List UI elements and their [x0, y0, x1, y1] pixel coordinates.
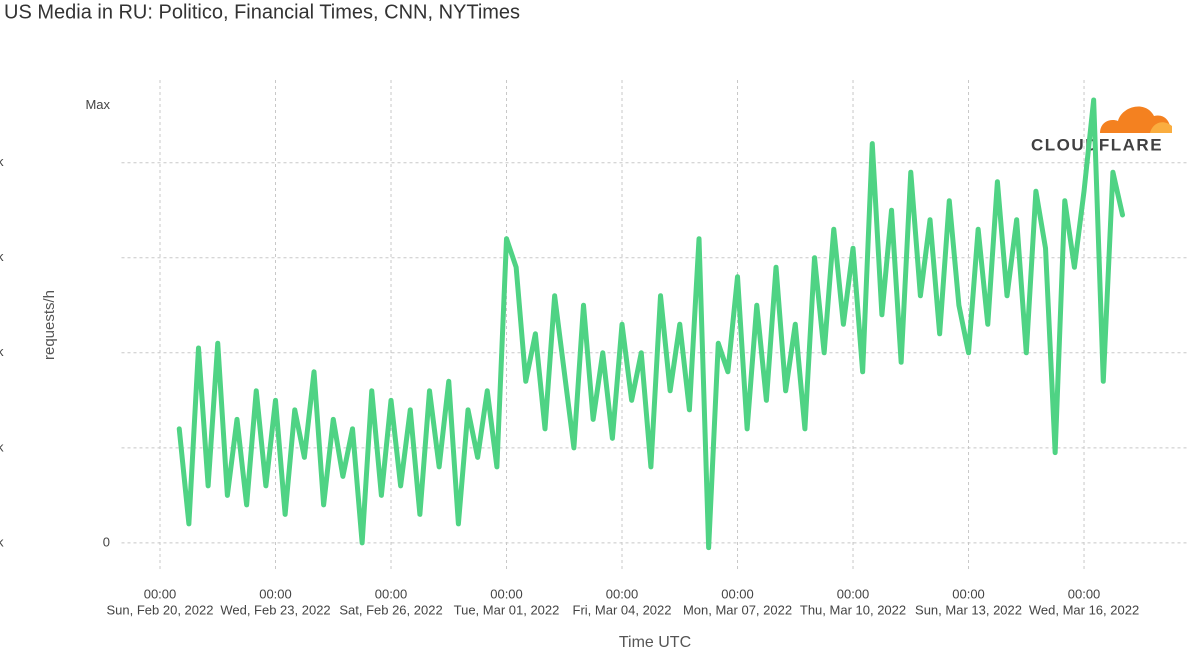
x-tick-label: Sun, Mar 13, 2022 — [915, 602, 1022, 617]
x-tick-label: 00:00 — [1068, 586, 1101, 601]
x-tick-label: 00:00 — [490, 586, 523, 601]
logo: CLOUDFLARE — [1031, 106, 1172, 154]
x-tick-label: Tue, Mar 01, 2022 — [454, 602, 560, 617]
x-tick-label: Sun, Feb 20, 2022 — [107, 602, 214, 617]
x-tick-label: Sat, Feb 26, 2022 — [339, 602, 442, 617]
y2-tick-label: k — [0, 439, 4, 454]
x-tick-label: 00:00 — [952, 586, 985, 601]
x-tick-label: 00:00 — [259, 586, 292, 601]
x-tick-label: 00:00 — [721, 586, 754, 601]
logo-cloud-back — [1150, 122, 1172, 133]
x-tick-label: Mon, Mar 07, 2022 — [683, 602, 792, 617]
x-tick-label: Fri, Mar 04, 2022 — [573, 602, 672, 617]
y-tick-label: 0 — [103, 534, 110, 549]
x-tick-label: Wed, Feb 23, 2022 — [220, 602, 330, 617]
y-axis-label: requests/h — [41, 290, 58, 360]
x-tick-label: 00:00 — [375, 586, 408, 601]
y-tick-label: Max — [85, 97, 110, 112]
data-line — [176, 97, 1126, 551]
x-tick-label: 00:00 — [837, 586, 870, 601]
x-tick-label: Wed, Mar 16, 2022 — [1029, 602, 1139, 617]
y2-tick-label: k — [0, 249, 4, 264]
x-tick-label: Thu, Mar 10, 2022 — [800, 602, 906, 617]
x-tick-label: 00:00 — [606, 586, 639, 601]
grid — [121, 80, 1187, 572]
logo-cloud — [1100, 106, 1171, 133]
x-tick-label: 00:00 — [144, 586, 177, 601]
y2-tick-label: k — [0, 534, 4, 549]
y2-tick-label: k — [0, 154, 4, 169]
x-axis-label: Time UTC — [619, 634, 691, 651]
y2-tick-label: k — [0, 344, 4, 359]
chart-title: US Media in RU: Politico, Financial Time… — [4, 1, 520, 23]
